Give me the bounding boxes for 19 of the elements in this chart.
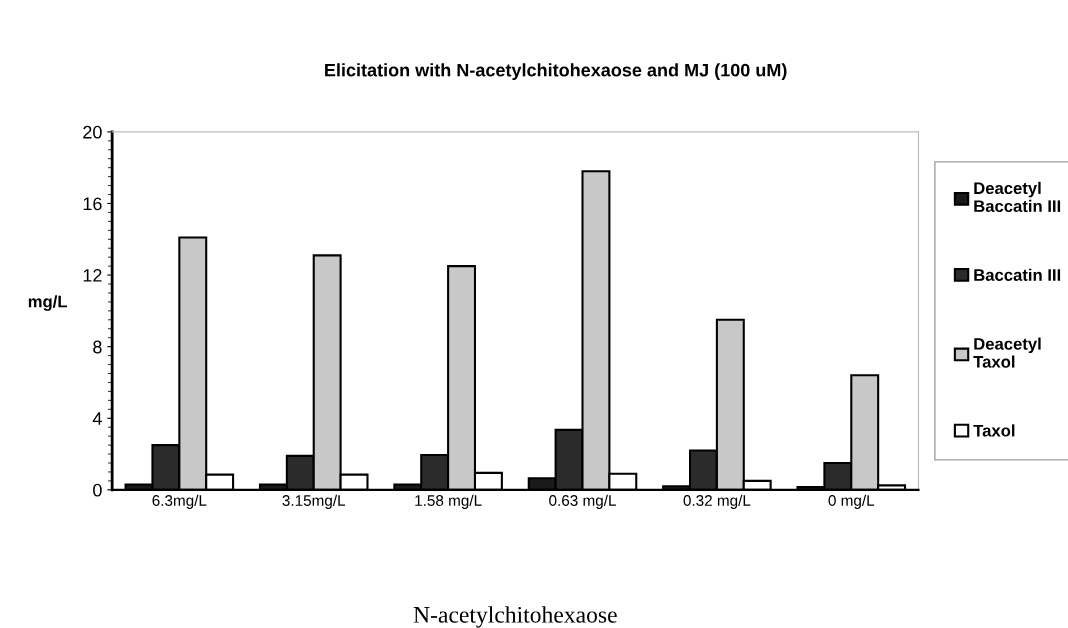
legend-label: Deacetyl Baccatin III bbox=[974, 181, 1061, 213]
legend-label: Deacetyl Taxol bbox=[973, 337, 1041, 368]
y-tick-label: 16 bbox=[83, 197, 102, 211]
x-tick-label: 6.3mg/L bbox=[152, 494, 207, 509]
y-tick-label: 4 bbox=[92, 412, 102, 425]
y-axis-title: mg/L bbox=[28, 295, 68, 311]
legend-label: Baccatin III bbox=[974, 268, 1061, 281]
chart-title: Elicitation with N-acetylchitohexaose and MJ (100 uM) bbox=[325, 63, 787, 81]
y-tick-label: 12 bbox=[83, 269, 102, 282]
y-tick-label: 0 bbox=[93, 483, 102, 497]
x-tick-label: 0 mg/L bbox=[828, 494, 875, 509]
x-tick-label: 0.32 mg/L bbox=[683, 494, 751, 509]
x-tick-label: 1.58 mg/L bbox=[415, 494, 482, 509]
y-tick-label: 20 bbox=[83, 125, 102, 139]
x-tick-label: 3.15mg/L bbox=[282, 494, 346, 509]
y-tick-label: 8 bbox=[93, 340, 102, 354]
legend-label: Taxol bbox=[973, 424, 1015, 437]
x-axis-title: N-acetylchitohexaose bbox=[413, 606, 617, 628]
x-tick-label: 0.63 mg/L bbox=[549, 494, 616, 509]
